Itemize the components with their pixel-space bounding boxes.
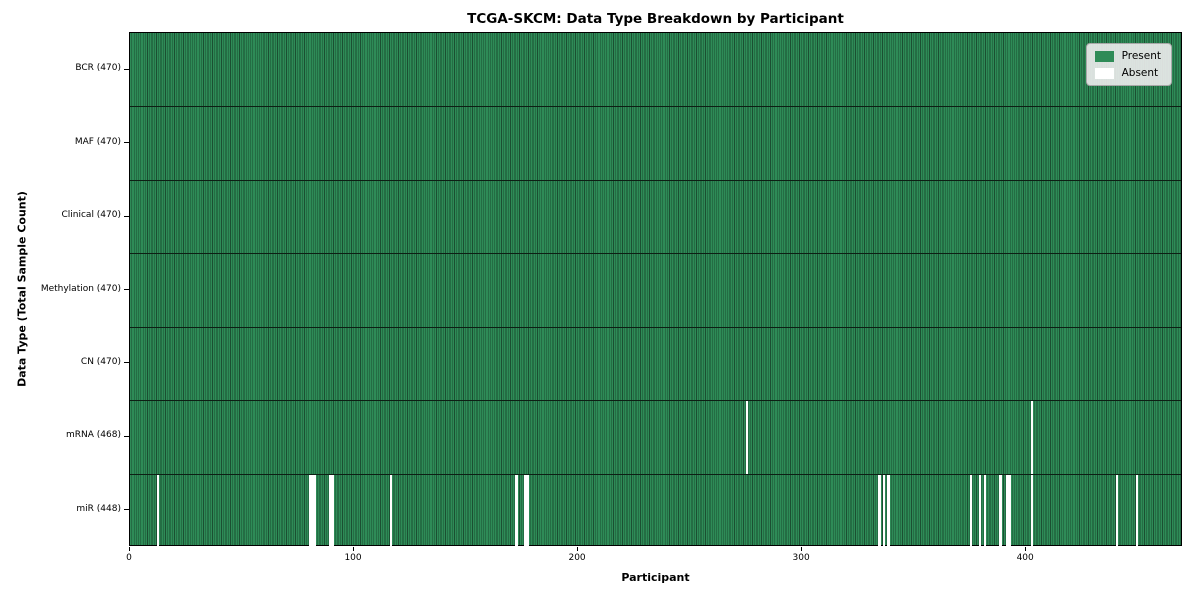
y-tick-mark: [124, 68, 129, 70]
absent-stripe: [313, 473, 316, 547]
y-tick-mark: [124, 435, 129, 437]
row-boundary-line: [130, 326, 1181, 328]
plot-area: Present Absent: [129, 32, 1182, 547]
absent-stripe: [329, 473, 332, 547]
absent-stripe: [526, 473, 529, 547]
absent-stripe: [1008, 473, 1011, 547]
absent-stripe: [1115, 473, 1119, 547]
row-boundary-line: [130, 253, 1181, 255]
absent-stripe: [515, 473, 518, 547]
x-tick-label: 200: [568, 553, 586, 563]
y-tick-label-miR: miR (448): [76, 503, 121, 514]
legend-item-absent: Absent: [1094, 67, 1161, 79]
legend-swatch-absent-icon: [1094, 67, 1114, 79]
x-tick-mark: [353, 547, 355, 551]
row-boundary-line: [130, 106, 1181, 108]
legend: Present Absent: [1085, 43, 1172, 86]
x-tick-mark: [577, 547, 579, 551]
absent-stripe: [1030, 473, 1033, 547]
absent-stripe: [970, 473, 973, 547]
y-tick-label-Clinical: Clinical (470): [61, 210, 121, 221]
legend-label-present: Present: [1121, 50, 1161, 62]
absent-stripe: [331, 473, 334, 547]
absent-stripe: [1135, 473, 1139, 547]
absent-stripe: [311, 473, 314, 547]
absent-stripe: [878, 473, 881, 547]
legend-label-absent: Absent: [1121, 67, 1159, 79]
legend-swatch-present-icon: [1094, 50, 1114, 62]
x-tick-mark: [129, 547, 130, 551]
y-tick-label-Methylation: Methylation (470): [40, 283, 121, 294]
y-tick-mark: [124, 215, 129, 217]
absent-stripe: [746, 400, 749, 474]
x-tick-label: 100: [344, 553, 362, 563]
y-tick-label-BCR: BCR (470): [75, 63, 121, 74]
absent-stripe: [999, 473, 1002, 547]
absent-stripe: [979, 473, 982, 547]
absent-stripe: [156, 473, 160, 547]
absent-stripe: [389, 473, 393, 547]
x-tick-label: 400: [1016, 553, 1034, 563]
y-tick-mark: [124, 362, 129, 364]
absent-stripe: [309, 473, 312, 547]
absent-stripe: [983, 473, 986, 547]
absent-stripe: [1030, 400, 1033, 474]
x-tick-label: 0: [126, 553, 132, 563]
x-tick-label: 300: [792, 553, 810, 563]
x-tick-mark: [1025, 547, 1027, 551]
chart-title: TCGA-SKCM: Data Type Breakdown by Partic…: [467, 11, 844, 27]
y-tick-mark: [124, 142, 129, 144]
absent-stripe: [887, 473, 890, 547]
y-tick-mark: [124, 289, 129, 290]
row-boundary-line: [130, 179, 1181, 181]
row-boundary-line: [130, 473, 1181, 475]
row-boundary-line: [130, 400, 1181, 402]
absent-stripe: [1006, 473, 1009, 547]
y-tick-label-mRNA: mRNA (468): [66, 430, 121, 441]
absent-stripe: [524, 473, 527, 547]
x-tick-mark: [801, 547, 803, 551]
absent-stripe: [882, 473, 886, 547]
x-axis-label: Participant: [621, 571, 690, 584]
y-tick-label-CN: CN (470): [80, 356, 121, 367]
y-tick-label-MAF: MAF (470): [74, 136, 121, 147]
legend-item-present: Present: [1094, 50, 1161, 62]
y-tick-mark: [124, 509, 129, 511]
